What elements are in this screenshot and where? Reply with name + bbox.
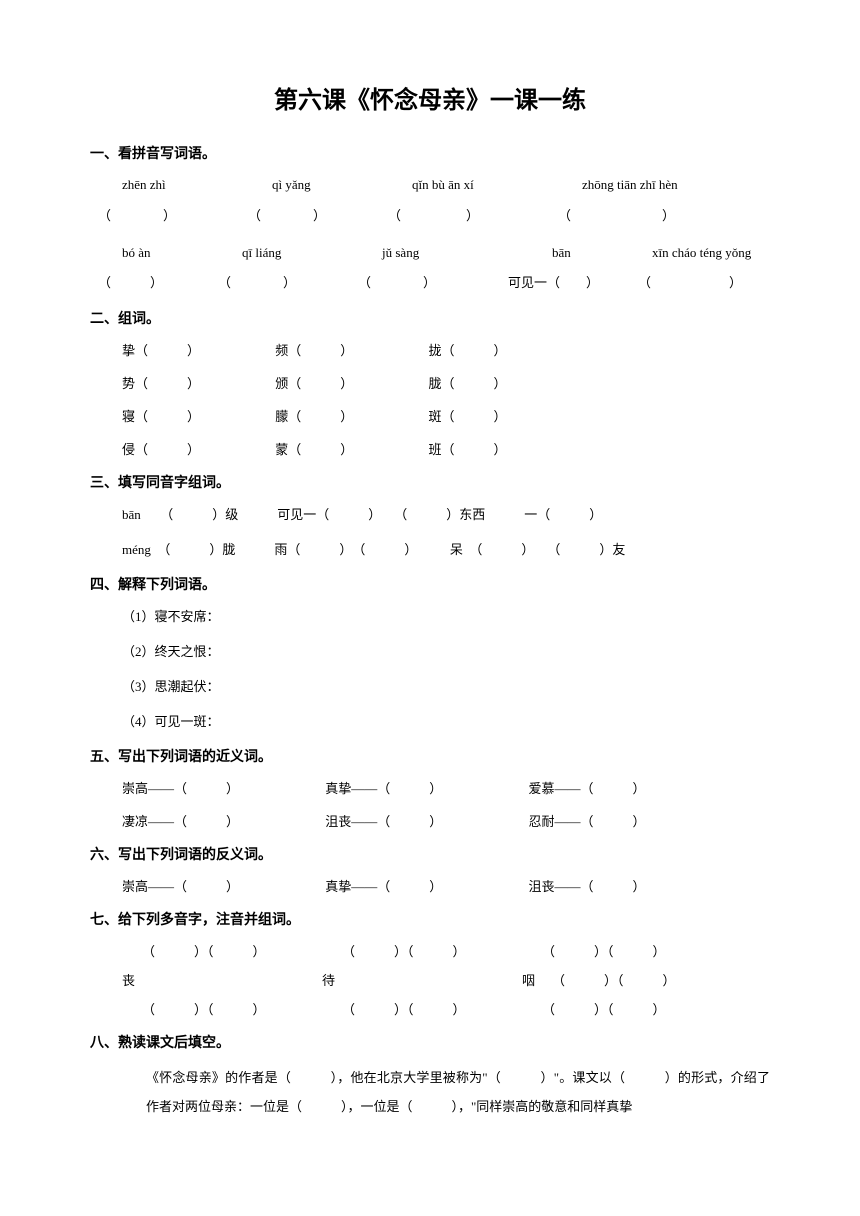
word-group-row: 势（ ） 颁（ ） 胧（ ） [90, 373, 770, 392]
blank-field[interactable]: （ ） [218, 273, 358, 294]
blank-row-1: （ ） （ ） （ ） （ ） [90, 206, 770, 227]
pinyin-text: jǔ sàng [382, 243, 552, 264]
blank-field[interactable]: （ ） [358, 273, 508, 294]
homophone-row[interactable]: bān （ ）级 可见一（ ） （ ）东西 一（ ） [90, 504, 770, 523]
word-blank[interactable]: 挚（ ） [122, 340, 272, 359]
polyphone-blank[interactable]: （ ）（ ） [322, 999, 522, 1018]
polyphone-blank[interactable]: （ ）（ ） [122, 999, 322, 1018]
explain-item[interactable]: （2）终天之恨： [90, 641, 770, 660]
synonym-blank[interactable]: 凄凉——（ ） [122, 811, 322, 830]
pinyin-text: zhēn zhì [122, 175, 272, 196]
pinyin-text: qǐn bù ān xí [412, 175, 582, 196]
word-blank[interactable]: 拢（ ） [429, 340, 507, 359]
word-blank[interactable]: 斑（ ） [429, 406, 507, 425]
pinyin-text: qì yǎng [272, 175, 412, 196]
word-blank[interactable]: 频（ ） [275, 340, 425, 359]
blank-field[interactable]: （ ） [388, 206, 558, 227]
homophone-row[interactable]: méng （ ）胧 雨（ ） （ ） 呆 （ ） （ ）友 [90, 539, 770, 558]
polyphone-blank[interactable]: （ ）（ ） [122, 941, 322, 960]
section-1-header: 一、看拼音写词语。 [90, 143, 770, 163]
blank-field[interactable]: （ ） [98, 206, 248, 227]
pinyin-row-1: zhēn zhì qì yǎng qǐn bù ān xí zhōng tiān… [90, 175, 770, 196]
polyphone-blank[interactable]: （ ）（ ） [522, 941, 666, 960]
explain-item[interactable]: （1）寝不安席： [90, 606, 770, 625]
polyphone-char: 待 [322, 970, 522, 989]
section-3-header: 三、填写同音字组词。 [90, 472, 770, 492]
blank-field[interactable]: （ ） [248, 206, 388, 227]
blank-field[interactable]: 可见一（ ） [508, 273, 638, 294]
section-2-header: 二、组词。 [90, 308, 770, 328]
explain-item[interactable]: （3）思潮起伏： [90, 676, 770, 695]
antonym-row: 崇高——（ ） 真挚——（ ） 沮丧——（ ） [90, 876, 770, 895]
polyphone-char: 丧 [122, 970, 322, 989]
section-8-header: 八、熟读课文后填空。 [90, 1032, 770, 1052]
polyphone-top-row: （ ）（ ） （ ）（ ） （ ）（ ） [90, 941, 770, 960]
polyphone-bottom-row: （ ）（ ） （ ）（ ） （ ）（ ） [90, 999, 770, 1018]
word-blank[interactable]: 胧（ ） [429, 373, 507, 392]
pinyin-text: qī liáng [242, 243, 382, 264]
pinyin-text: zhōng tiān zhī hèn [582, 175, 678, 196]
polyphone-blank[interactable]: （ ）（ ） [552, 970, 676, 989]
word-group-row: 挚（ ） 频（ ） 拢（ ） [90, 340, 770, 359]
synonym-row: 崇高——（ ） 真挚——（ ） 爱慕——（ ） [90, 778, 770, 797]
antonym-blank[interactable]: 真挚——（ ） [325, 876, 525, 895]
pinyin-text: bān [552, 243, 652, 264]
word-blank[interactable]: 蒙（ ） [275, 439, 425, 458]
word-blank[interactable]: 寝（ ） [122, 406, 272, 425]
passage-text[interactable]: 《怀念母亲》的作者是（ ），他在北京大学里被称为"（ ）"。课文以（ ）的形式，… [90, 1064, 770, 1121]
word-blank[interactable]: 朦（ ） [275, 406, 425, 425]
section-6-header: 六、写出下列词语的反义词。 [90, 844, 770, 864]
word-group-row: 寝（ ） 朦（ ） 斑（ ） [90, 406, 770, 425]
synonym-blank[interactable]: 崇高——（ ） [122, 778, 322, 797]
word-blank[interactable]: 侵（ ） [122, 439, 272, 458]
antonym-blank[interactable]: 沮丧——（ ） [529, 876, 646, 895]
blank-field[interactable]: （ ） [638, 273, 742, 294]
polyphone-char: 咽 [522, 970, 552, 989]
polyphone-blank[interactable]: （ ）（ ） [522, 999, 666, 1018]
synonym-blank[interactable]: 真挚——（ ） [325, 778, 525, 797]
page-title: 第六课《怀念母亲》一课一练 [90, 80, 770, 115]
blank-row-2: （ ） （ ） （ ） 可见一（ ） （ ） [90, 273, 770, 294]
explain-item[interactable]: （4）可见一斑： [90, 711, 770, 730]
pinyin-row-2: bó àn qī liáng jǔ sàng bān xīn cháo téng… [90, 243, 770, 264]
word-blank[interactable]: 班（ ） [429, 439, 507, 458]
section-4-header: 四、解释下列词语。 [90, 574, 770, 594]
pinyin-text: bó àn [122, 243, 242, 264]
synonym-row: 凄凉——（ ） 沮丧——（ ） 忍耐——（ ） [90, 811, 770, 830]
word-blank[interactable]: 颁（ ） [275, 373, 425, 392]
synonym-blank[interactable]: 沮丧——（ ） [325, 811, 525, 830]
polyphone-char-row: 丧 待 咽 （ ）（ ） [90, 970, 770, 989]
polyphone-blank[interactable]: （ ）（ ） [322, 941, 522, 960]
blank-field[interactable]: （ ） [558, 206, 675, 227]
pinyin-text: xīn cháo téng yǒng [652, 243, 751, 264]
section-7-header: 七、给下列多音字，注音并组词。 [90, 909, 770, 929]
antonym-blank[interactable]: 崇高——（ ） [122, 876, 322, 895]
synonym-blank[interactable]: 忍耐——（ ） [529, 811, 646, 830]
synonym-blank[interactable]: 爱慕——（ ） [529, 778, 646, 797]
section-5-header: 五、写出下列词语的近义词。 [90, 746, 770, 766]
blank-field[interactable]: （ ） [98, 273, 218, 294]
word-group-row: 侵（ ） 蒙（ ） 班（ ） [90, 439, 770, 458]
word-blank[interactable]: 势（ ） [122, 373, 272, 392]
